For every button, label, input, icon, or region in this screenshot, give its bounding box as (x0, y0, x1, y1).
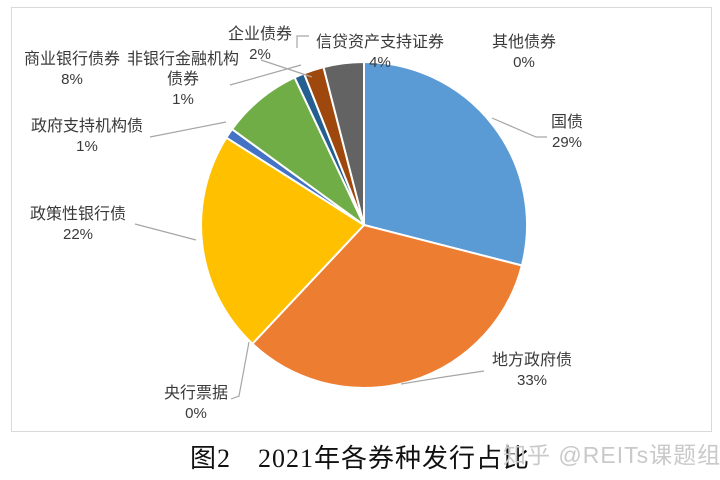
label-qita-zhaiquan: 其他债券 0% (492, 33, 556, 72)
pie-slice-difang-zhengfu (251, 224, 523, 389)
label-shangye-yinhang-pct: 8% (61, 71, 83, 88)
label-zhengfu-zhichi: 政府支持机构债 1% (31, 117, 143, 156)
watermark: 知乎 @REITs课题组 (503, 442, 720, 468)
label-yanghang-piaoju-name: 央行票据 (163, 385, 229, 402)
label-zhengfu-zhichi-name: 政府支持机构债 (30, 118, 144, 135)
leader-qiye-zhaiquan (260, 59, 313, 78)
label-qita-zhaiquan-pct: 0% (513, 54, 535, 71)
label-qiye-zhaiquan-name: 企业债券 (227, 26, 293, 43)
label-qiye-zhaiquan: 企业债券 2% (228, 25, 292, 64)
label-difang-zhengfu-name: 地方政府债 (491, 352, 573, 369)
label-feiyinhang: 非银行金融机构债券 1% (125, 50, 241, 109)
label-guozhai-pct: 29% (551, 134, 583, 151)
leader-guozhai (491, 117, 547, 138)
leader-feiyinhang (229, 64, 302, 86)
pie-slice-guozhai (363, 61, 529, 267)
label-guozhai-name: 国债 (550, 114, 584, 131)
pie-slice-zhengcexing (200, 136, 365, 345)
leader-lines (134, 35, 547, 400)
label-shangye-yinhang-name: 商业银行债券 (23, 51, 121, 68)
label-xindai-zichan-name: 信贷资产支持证券 (315, 34, 445, 51)
label-shangye-yinhang: 商业银行债券 8% (24, 50, 120, 89)
leader-yanghang-piaoju (230, 341, 250, 400)
label-zhengcexing: 政策性银行债 22% (30, 205, 126, 244)
leader-zhengfu-zhichi (149, 121, 227, 138)
label-difang-zhengfu-pct: 33% (516, 372, 548, 389)
label-zhengcexing-name: 政策性银行债 (29, 206, 127, 223)
label-zhengcexing-pct: 22% (62, 226, 94, 243)
leader-zhengcexing (134, 223, 197, 241)
label-zhengfu-zhichi-pct: 1% (76, 138, 98, 155)
label-difang-zhengfu: 地方政府债 33% (492, 351, 572, 390)
pie-slices (200, 60, 529, 389)
leader-difang-zhengfu (400, 370, 485, 385)
label-feiyinhang-name: 非银行金融机构债券 (126, 51, 239, 88)
label-qiye-zhaiquan-pct: 2% (249, 46, 271, 63)
leader-xindai-zichan (296, 35, 309, 48)
label-xindai-zichan-pct: 4% (369, 54, 391, 71)
label-xindai-zichan: 信贷资产支持证券 4% (316, 33, 444, 72)
figure-caption: 图2 2021年各券种发行占比 (189, 444, 530, 473)
pie-slice-xindai-zichan (322, 60, 365, 226)
label-qita-zhaiquan-name: 其他债券 (491, 34, 557, 51)
label-guozhai: 国债 29% (551, 113, 583, 152)
label-yanghang-piaoju-pct: 0% (185, 405, 207, 422)
label-feiyinhang-pct: 1% (172, 91, 194, 108)
label-yanghang-piaoju: 央行票据 0% (164, 384, 228, 423)
